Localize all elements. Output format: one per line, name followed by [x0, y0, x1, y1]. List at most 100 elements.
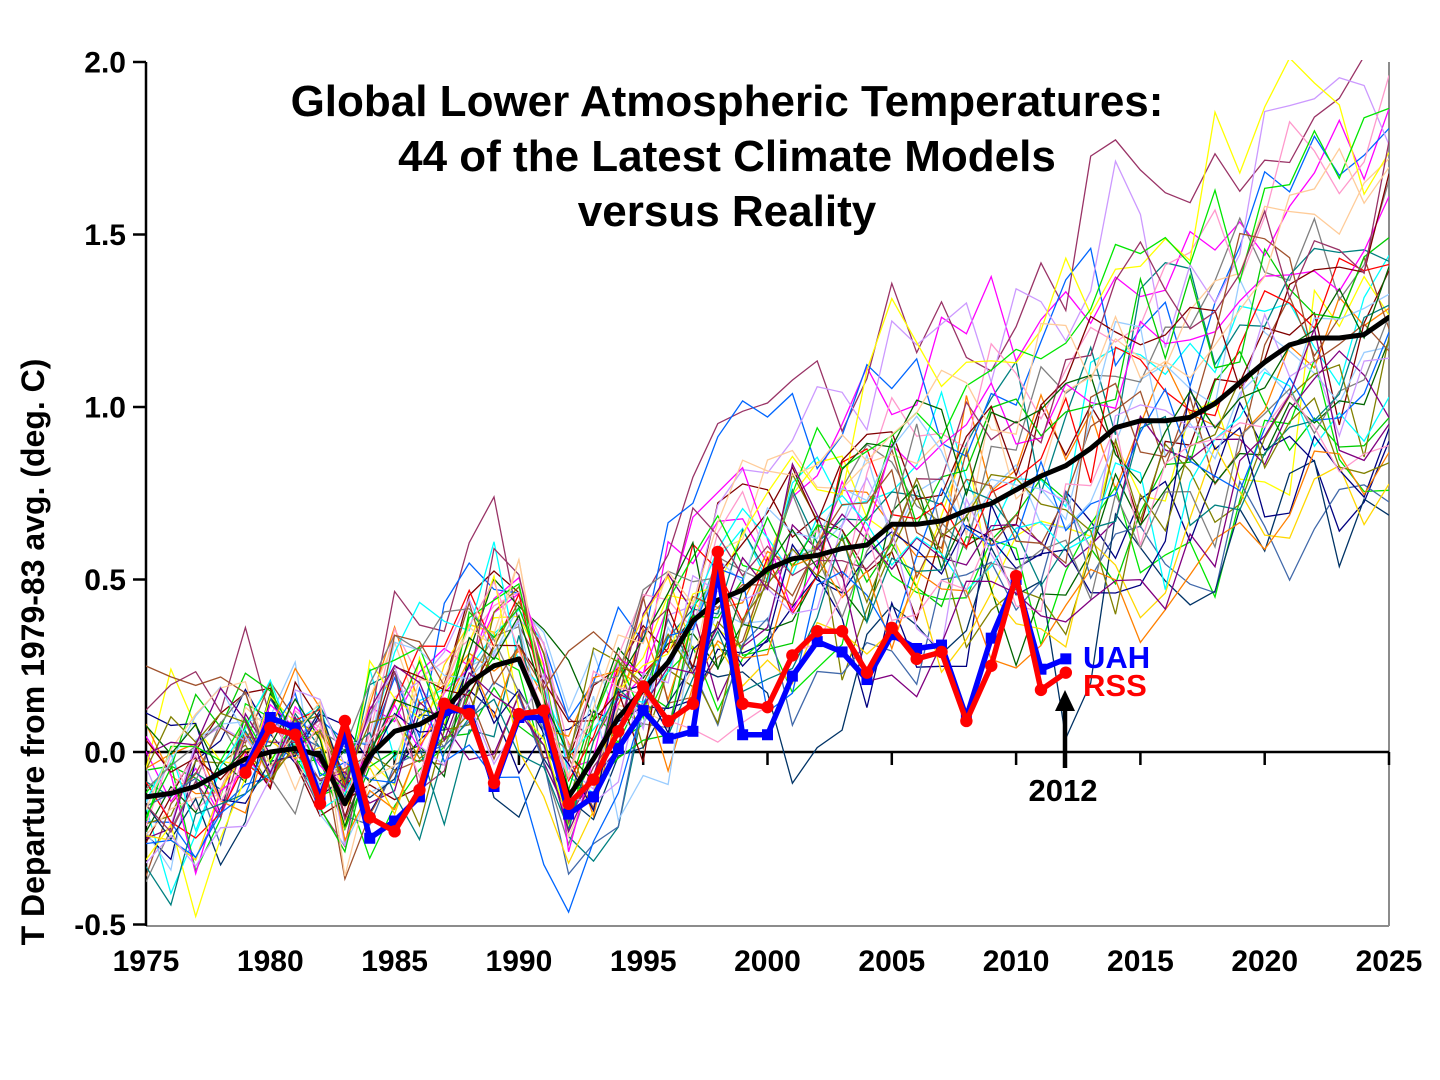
uah-marker [886, 629, 898, 641]
ensemble-line [146, 304, 1389, 907]
uah-marker [413, 791, 425, 803]
x-tick-label: 2020 [1231, 945, 1298, 978]
rss-marker [885, 621, 898, 634]
ensemble-line [146, 450, 1389, 843]
uah-marker [1035, 663, 1047, 675]
ensemble-line [146, 237, 1389, 854]
y-tick-label: 2.0 [84, 47, 126, 80]
rss-marker [761, 700, 774, 714]
chart-title-line3: versus Reality [578, 187, 877, 236]
rss-marker [1059, 666, 1073, 679]
rss-marker [288, 728, 302, 741]
rss-marker [711, 545, 724, 559]
y-axis-ticks: 2.0 1.5 1.0 0.5 0.0 -0.5 [74, 47, 146, 942]
uah-marker [737, 729, 749, 741]
x-tick-label: 1995 [610, 945, 677, 978]
rss-legend-label: RSS [1083, 668, 1147, 703]
uah-marker [1060, 653, 1072, 665]
rss-marker [587, 773, 600, 786]
uah-line [242, 566, 1069, 842]
x-axis-ticks: 1975 1980 1985 1990 1995 2000 2005 2010 2015 2020… [113, 752, 1423, 978]
rss-marker [512, 707, 526, 721]
uah-marker [985, 632, 997, 644]
rss-marker [661, 714, 675, 728]
uah-marker [563, 808, 575, 820]
rss-marker [686, 697, 700, 710]
uah-marker [289, 722, 301, 734]
rss-marker [264, 721, 277, 735]
uah-marker [786, 670, 798, 682]
y-tick-label: 1.0 [84, 392, 126, 425]
rss-marker [388, 825, 401, 838]
y-tick-label: 1.5 [84, 219, 126, 252]
rss-marker [960, 714, 973, 728]
uah-marker [339, 729, 351, 741]
rss-marker [910, 652, 923, 666]
rss-marker [239, 766, 252, 779]
x-tick-label: 2010 [983, 945, 1050, 978]
rss-marker [462, 707, 476, 721]
uah-marker [587, 791, 599, 803]
x-tick-label: 1975 [113, 945, 180, 978]
rss-marker [1009, 569, 1023, 583]
rss-marker [612, 725, 625, 738]
x-tick-label: 2015 [1107, 945, 1174, 978]
rss-marker [985, 659, 998, 672]
uah-marker [264, 712, 276, 723]
x-tick-label: 1980 [237, 945, 304, 978]
model-average-line [146, 314, 1389, 807]
chart-title-line2: 44 of the Latest Climate Models [398, 132, 1056, 181]
uah-marker [637, 705, 649, 717]
rss-marker [313, 797, 327, 810]
y-axis-title: T Departure from 1979-83 avg. (deg. C) [15, 359, 51, 946]
rss-marker [562, 797, 575, 810]
ensemble-line [146, 386, 1389, 813]
rss-marker [736, 697, 749, 710]
ensemble-line [146, 357, 1389, 873]
rss-marker [786, 649, 799, 662]
44-model-average-line [146, 314, 1389, 807]
uah-marker [911, 643, 923, 654]
rss-marker [413, 783, 426, 797]
rss-marker [438, 697, 451, 710]
ensemble-line [146, 270, 1389, 843]
rss-marker [1034, 683, 1048, 697]
y-tick-label: -0.5 [74, 909, 126, 942]
rss-marker [338, 714, 352, 728]
x-tick-label: 1985 [361, 945, 428, 978]
uah-marker [762, 729, 773, 741]
annotation-arrow-head-icon [1055, 690, 1075, 711]
uah-marker [389, 815, 401, 827]
uah-marker [712, 563, 724, 575]
uah-marker [662, 732, 674, 744]
x-tick-label: 1990 [486, 945, 553, 978]
ensemble-line [146, 141, 1389, 834]
x-tick-label: 2025 [1356, 945, 1423, 978]
ensemble-line [146, 60, 1363, 848]
year-2012-annotation: 2012 [1029, 690, 1098, 808]
chart-title: Global Lower Atmospheric Temperatures: 4… [291, 77, 1164, 236]
annotation-year-label: 2012 [1029, 773, 1098, 808]
rss-line [242, 549, 1069, 835]
y-tick-label: 0.0 [84, 737, 126, 770]
rss-marker [935, 645, 948, 659]
rss-marker [860, 666, 874, 679]
x-tick-label: 2000 [734, 945, 801, 978]
rss-series [239, 545, 1073, 838]
uah-marker [687, 725, 699, 737]
uah-marker [861, 674, 873, 686]
chart-title-line1: Global Lower Atmospheric Temperatures: [291, 77, 1164, 126]
ensemble-line [146, 147, 1389, 877]
x-tick-label: 2005 [858, 945, 925, 978]
uah-marker [836, 646, 848, 658]
rss-marker [487, 776, 501, 790]
uah-marker [364, 832, 376, 844]
uah-marker [612, 743, 624, 755]
uah-marker [936, 639, 948, 651]
uah-marker [811, 636, 823, 648]
rss-marker [835, 625, 849, 638]
uah-legend-label: UAH [1083, 640, 1150, 675]
rss-marker [537, 704, 550, 717]
